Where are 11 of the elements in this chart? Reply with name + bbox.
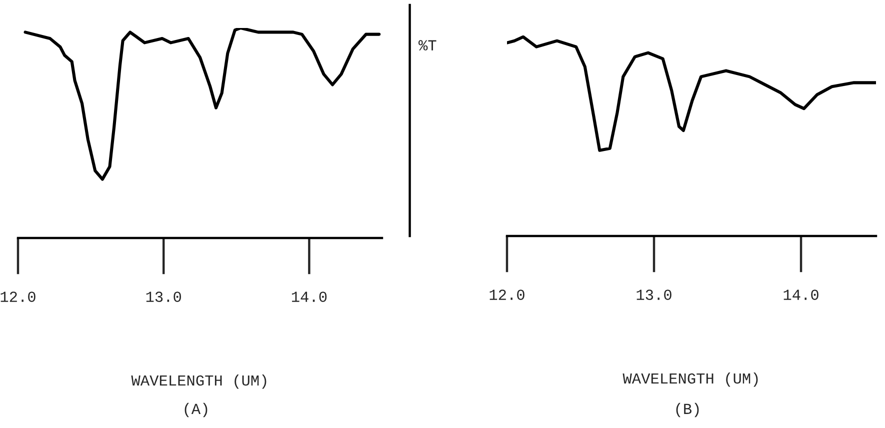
x-tick-label: 13.0 <box>146 292 181 302</box>
x-tick-label: 12.0 <box>490 290 524 300</box>
text: (A) <box>184 402 208 418</box>
x-tick-label: 14.0 <box>784 290 818 300</box>
x-axis-title: WAVELENGTH (UM) <box>131 374 266 389</box>
x-tick-label: 14.0 <box>292 292 327 302</box>
x-tick-label: 12.0 <box>0 292 36 302</box>
y-axis-title: %T <box>418 40 436 50</box>
x-axis-title: WAVELENGTH (UM) <box>622 372 758 387</box>
text: (B) <box>676 402 699 418</box>
x-tick-label: 13.0 <box>636 290 672 300</box>
